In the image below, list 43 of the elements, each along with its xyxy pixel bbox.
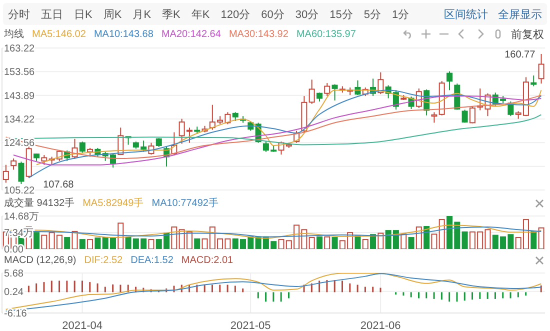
y-tick-label: 14.68万 [4,212,40,222]
text: 120分 [220,8,250,22]
text: MA5:146.02 [32,28,86,40]
series-label: MACD:2.01 [181,254,234,266]
text: MA10:77492手 [152,196,218,210]
legend-title: 均线 [4,28,24,41]
text: 区间统计 [444,8,488,22]
y-tick-label: 134.22 [4,114,36,126]
y-tick-label: 0.24 [4,286,24,298]
text: 15分 [330,8,353,22]
text: 30分 [295,8,319,22]
text: MA10:143.68 [94,28,154,40]
x-tick-label: 2021-06 [360,320,401,331]
text: DIF:2.52 [84,254,123,266]
x-tick-label: 2021-05 [230,320,271,331]
y-tick-label: -6.16 [4,308,28,320]
text: DEA:1.52 [130,254,174,266]
text: 5分 [364,8,381,22]
y-tick-label: 143.89 [4,90,36,102]
text: 季K [162,8,180,22]
text: 周K [103,8,122,22]
y-tick-label: 5.68 [4,268,24,280]
text: 分时 [8,8,30,22]
text: MA60:135.97 [296,28,356,40]
legend-title: 成交量 94132手 [4,196,75,210]
text: 五日 [41,8,63,22]
text: 日K [74,8,92,22]
text: MA20:142.64 [161,28,221,40]
text: 1分 [392,8,410,22]
text: MA30:143.92 [228,28,288,40]
y-tick-label: 105.22 [4,186,36,196]
annotation: 107.68 [43,180,74,191]
text: 全屏显示 [498,8,542,22]
legend-title: MACD (12,26,9) [4,254,76,266]
text: 年K [191,8,210,22]
annotation: 160.77 [504,50,536,61]
y-tick-label: 153.56 [4,67,36,78]
text: MA5:82949手 [82,196,144,210]
text: 60分 [261,8,284,22]
y-tick-label: 163.22 [4,44,36,54]
text: 月K [132,8,152,22]
text: 前复权 [511,28,544,42]
x-tick-label: 2021-04 [62,320,102,331]
